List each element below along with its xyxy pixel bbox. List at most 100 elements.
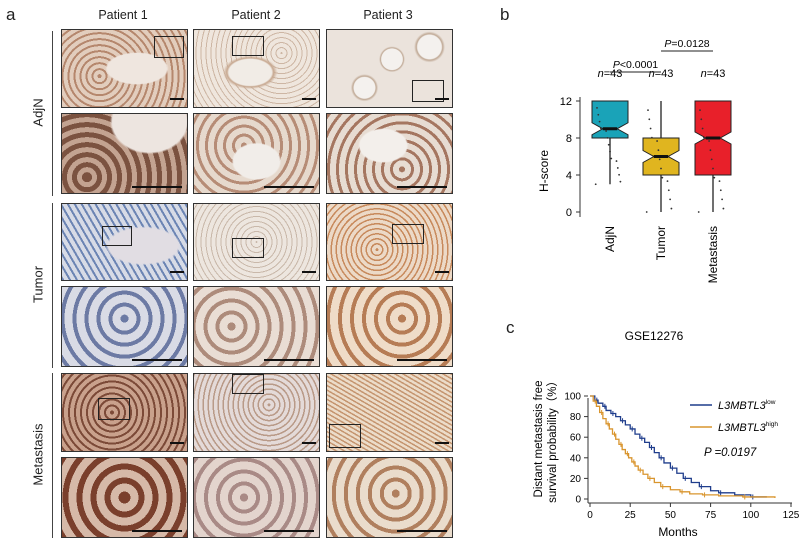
row-label-adjn: AdjN (30, 98, 46, 127)
roi-box (102, 226, 132, 246)
survival-curve (590, 395, 776, 498)
jitter-point (658, 158, 661, 161)
roi-box (232, 36, 264, 56)
row-bracket-adjn (52, 31, 53, 196)
roi-box (232, 238, 264, 258)
micrograph-tumor-patient-1-overview (61, 203, 188, 281)
row-label-metastasis: Metastasis (30, 423, 46, 486)
legend-superscript: low (766, 399, 776, 406)
legend-label: L3MBTL3low (718, 399, 776, 412)
micrograph-metastasis-patient-2-overview (193, 373, 320, 452)
jitter-point (669, 198, 671, 201)
n-label-symbol: n (701, 68, 707, 80)
jitter-point (670, 207, 673, 210)
scale-bar (132, 530, 182, 532)
comparison-p-symbol: P (664, 40, 671, 50)
jitter-point (722, 207, 725, 210)
column-title-patient-1: Patient 1 (98, 8, 148, 22)
jitter-point (600, 127, 602, 130)
micrograph-metastasis-patient-2-zoom (193, 457, 320, 538)
y-tick-label: 60 (570, 433, 582, 444)
scale-bar (397, 186, 447, 188)
scale-bar (435, 271, 449, 273)
jitter-point (649, 127, 652, 130)
legend-gene: L3MBTL3 (718, 422, 767, 434)
scale-bar (302, 271, 316, 273)
micrograph-adjn-patient-1-overview (61, 29, 188, 108)
jitter-point (596, 106, 598, 109)
jitter-point (667, 189, 670, 192)
x-axis-label: Months (658, 525, 697, 539)
n-label-value: =43 (707, 68, 726, 80)
comparison-label: P=0.0128 (664, 40, 709, 50)
scale-bar (264, 186, 314, 188)
jitter-point (656, 140, 658, 142)
scale-bar (170, 98, 184, 100)
legend-label: L3MBTL3high (718, 421, 778, 434)
jitter-point (605, 130, 607, 132)
jitter-point (616, 167, 619, 169)
micrograph-tumor-patient-3-overview (326, 203, 453, 281)
x-tick-label: 100 (742, 510, 759, 521)
chart-title: GSE12276 (625, 329, 684, 343)
row-bracket-metastasis (52, 373, 53, 538)
y-tick-label: 0 (575, 495, 581, 506)
scale-bar (264, 359, 314, 361)
p-value-annotation: P =0.0197 (704, 447, 757, 459)
jitter-point (618, 173, 620, 176)
n-label-value: =43 (604, 68, 623, 80)
jitter-point (719, 189, 722, 192)
micrograph-metastasis-patient-1-zoom (61, 457, 188, 538)
roi-box (329, 424, 361, 448)
micrograph-adjn-patient-2-zoom (193, 113, 320, 194)
jitter-point (712, 167, 714, 170)
y-tick-label: 40 (570, 453, 582, 464)
jitter-point (660, 167, 662, 170)
roi-box (154, 36, 184, 58)
comparison-p-symbol: P (613, 59, 620, 71)
jitter-point (594, 183, 597, 186)
scale-bar (435, 442, 449, 444)
row-label-tumor: Tumor (30, 265, 46, 304)
y-axis-label: Distant metastasis free survival probabil… (533, 375, 559, 503)
roi-box (98, 398, 130, 420)
jitter-point (700, 118, 703, 121)
jitter-point (713, 176, 716, 179)
n-label: n=43 (649, 68, 674, 80)
jitter-point (607, 143, 610, 146)
y-tick-label: 4 (566, 170, 572, 182)
jitter-point (709, 149, 712, 152)
row-bracket-tumor (52, 203, 53, 368)
micrograph-metastasis-patient-3-zoom (326, 457, 453, 538)
jitter-point (718, 180, 721, 183)
jitter-point (721, 198, 723, 201)
jitter-point (606, 137, 609, 139)
jitter-point (598, 120, 601, 123)
y-axis-label-line-2: survival probability（%） (546, 375, 559, 503)
comparison-p-value: <0.0001 (620, 59, 658, 71)
x-tick-label: Tumor (654, 226, 668, 260)
jitter-point (697, 211, 700, 213)
y-tick-label: 8 (566, 133, 572, 145)
scale-bar (132, 186, 182, 188)
panel-letter-b: b (500, 5, 510, 24)
comparison-label: P<0.0001 (613, 59, 658, 71)
y-tick-label: 80 (570, 412, 582, 423)
jitter-point (710, 158, 713, 161)
legend-superscript: high (766, 421, 779, 428)
column-title-patient-3: Patient 3 (363, 8, 413, 22)
jitter-point (645, 211, 648, 213)
scale-bar (302, 98, 316, 100)
scale-bar (397, 359, 447, 361)
panel-letter-c: c (506, 318, 515, 337)
n-label-value: =43 (655, 68, 674, 80)
panel-letter-a: a (6, 5, 16, 24)
y-axis-label-line-1: Distant metastasis free (533, 381, 545, 498)
jitter-point (699, 109, 701, 112)
x-tick-label: 0 (587, 510, 593, 521)
y-tick-label: 0 (566, 207, 572, 219)
micrograph-metastasis-patient-1-overview (61, 373, 188, 452)
x-tick-label: 25 (625, 510, 637, 521)
jitter-point (666, 180, 669, 183)
